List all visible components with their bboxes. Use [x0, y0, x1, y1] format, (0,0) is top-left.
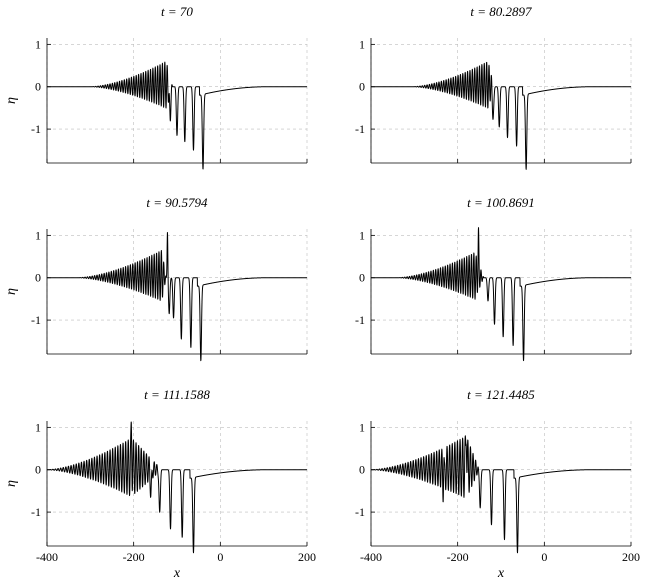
panel-4: 1 0 -1 t = 100.8691 [355, 195, 632, 362]
y-axis-label: η [4, 288, 19, 295]
y-tick-label: 0 [359, 80, 365, 94]
y-tick-label: -1 [31, 122, 41, 136]
panel-title: t = 80.2897 [470, 4, 532, 19]
y-tick-label: 1 [35, 37, 41, 51]
y-tick-label: 1 [359, 37, 365, 51]
y-tick-label: 0 [35, 271, 41, 285]
y-tick-label: -1 [31, 313, 41, 327]
y-tick-label: -1 [31, 505, 41, 519]
eta-curve [46, 61, 308, 170]
panel-1: 1 0 -1 t = 70 η [4, 4, 308, 170]
y-tick-label: 1 [35, 228, 41, 242]
panel-title: t = 100.8691 [467, 195, 535, 210]
x-tick-label: -200 [123, 550, 145, 564]
x-tick-label: 200 [298, 550, 316, 564]
eta-curve [370, 227, 632, 362]
y-tick-label: 0 [359, 463, 365, 477]
y-axis-label: η [4, 480, 19, 487]
x-axis-label: x [173, 566, 181, 581]
x-tick-label: -200 [447, 550, 469, 564]
panel-title: t = 121.4485 [467, 387, 535, 402]
panel-6: 1 0 -1 -400 -200 0 200 t = 121.4485 x [355, 387, 640, 581]
y-tick-label: 1 [359, 228, 365, 242]
x-tick-label: -400 [360, 550, 382, 564]
panel-title: t = 90.5794 [146, 195, 208, 210]
y-tick-label: 0 [35, 463, 41, 477]
panel-title: t = 70 [161, 4, 193, 19]
eta-curve [46, 232, 308, 362]
panel-title: t = 111.1588 [144, 387, 210, 402]
eta-curve [370, 61, 632, 170]
y-tick-label: 0 [359, 271, 365, 285]
x-axis-label: x [497, 566, 505, 581]
y-tick-label: 1 [35, 420, 41, 434]
x-tick-label: 200 [622, 550, 640, 564]
y-axis-label: η [4, 97, 19, 104]
y-tick-label: 1 [359, 420, 365, 434]
x-tick-label: 0 [541, 550, 547, 564]
panel-2: 1 0 -1 t = 80.2897 [355, 4, 632, 170]
panel-5: 1 0 -1 -400 -200 0 200 t = 111.1588 η x [4, 387, 316, 581]
eta-curve [46, 421, 308, 554]
panel-3: 1 0 -1 t = 90.5794 η [4, 195, 308, 362]
eta-curve [370, 435, 632, 554]
y-tick-label: -1 [355, 313, 365, 327]
y-tick-label: -1 [355, 505, 365, 519]
y-tick-label: 0 [35, 80, 41, 94]
x-tick-label: 0 [217, 550, 223, 564]
y-tick-label: -1 [355, 122, 365, 136]
x-tick-label: -400 [36, 550, 58, 564]
